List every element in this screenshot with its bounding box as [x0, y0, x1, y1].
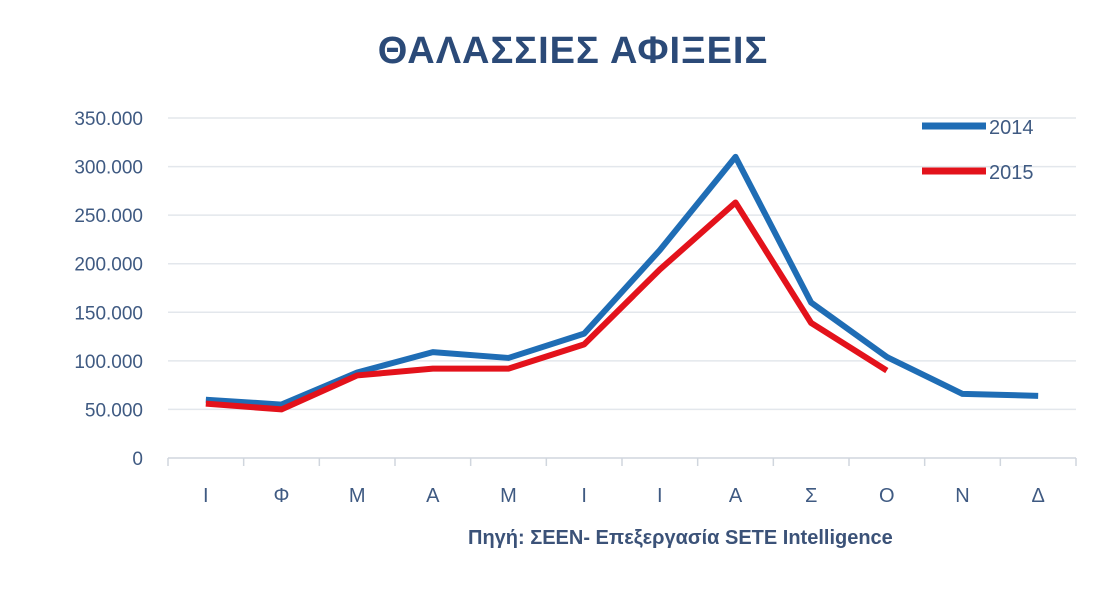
x-tick-label: Ο	[879, 485, 895, 507]
x-tick-label: Μ	[349, 485, 366, 507]
y-tick-label: 150.000	[74, 303, 143, 324]
y-tick-label: 0	[132, 449, 143, 470]
y-tick-label: 100.000	[74, 352, 143, 373]
series-line-2014	[205, 153, 1039, 408]
x-tick-label: Ι	[657, 485, 663, 507]
x-tick-label: Φ	[274, 485, 290, 507]
chart-title: ΘΑΛΑΣΣΙΕΣ ΑΦΙΞΕΙΣ	[377, 30, 769, 72]
x-tick-label: Ι	[203, 485, 209, 507]
y-tick-label: 350.000	[74, 109, 143, 130]
legend-label: 2014	[989, 117, 1034, 139]
series-line-2015	[205, 199, 889, 413]
source-note: Πηγή: ΣΕΕΝ- Επεξεργασία SETE Intelligenc…	[468, 527, 893, 549]
y-tick-label: 50.000	[85, 400, 143, 421]
x-tick-label: Α	[729, 485, 743, 507]
y-tick-label: 200.000	[74, 255, 143, 276]
legend-label: 2015	[989, 162, 1034, 184]
y-tick-label: 250.000	[74, 206, 143, 227]
x-tick-label: Ν	[955, 485, 969, 507]
x-tick-label: Ι	[581, 485, 587, 507]
x-tick-label: Σ	[805, 485, 817, 507]
x-tick-label: Δ	[1031, 485, 1044, 507]
x-tick-label: Μ	[500, 485, 517, 507]
y-tick-label: 300.000	[74, 158, 143, 179]
x-tick-label: Α	[426, 485, 440, 507]
